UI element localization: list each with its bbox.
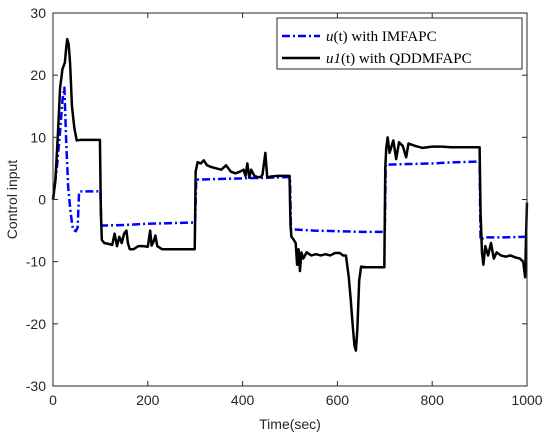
x-tick-label: 800 bbox=[421, 392, 445, 408]
x-tick-label: 0 bbox=[49, 392, 57, 408]
series-layer bbox=[51, 37, 529, 352]
legend-arg-imfapc: (t) bbox=[334, 29, 348, 45]
y-tick-label: 30 bbox=[30, 5, 46, 21]
y-tick-label: 10 bbox=[30, 129, 46, 145]
x-tick-label: 400 bbox=[231, 392, 255, 408]
ticks-layer: 0 200 400 600 800 1000 -30 -20 -10 0 10 20 30 bbox=[26, 5, 543, 408]
legend-fn-qddmfapc: u1 bbox=[326, 51, 341, 67]
legend-arg-qddmfapc: (t) bbox=[341, 51, 355, 67]
legend-fn-imfapc: u bbox=[326, 29, 334, 45]
x-tick-label: 200 bbox=[136, 392, 160, 408]
x-tick-label: 600 bbox=[326, 392, 350, 408]
x-axis-title: Time(sec) bbox=[259, 416, 321, 432]
legend-box bbox=[276, 17, 523, 70]
y-tick-label: 20 bbox=[30, 67, 46, 83]
y-tick-label: -30 bbox=[26, 378, 46, 394]
series-line-imfapc bbox=[51, 86, 527, 242]
y-tick-label: -10 bbox=[26, 254, 46, 270]
legend-label-imfapc: u(t) with IMFAPC bbox=[326, 29, 437, 45]
legend: u(t) with IMFAPC u1(t) with QDDMFAPC bbox=[276, 17, 523, 70]
y-tick-label: -20 bbox=[26, 316, 46, 332]
legend-suffix-qddmfapc: with QDDMFAPC bbox=[355, 51, 471, 67]
y-axis-title: Control input bbox=[4, 160, 20, 239]
x-tick-label: 1000 bbox=[511, 392, 542, 408]
legend-suffix-imfapc: with IMFAPC bbox=[348, 29, 437, 45]
y-tick-label: 0 bbox=[38, 192, 46, 208]
legend-label-qddmfapc: u1(t) with QDDMFAPC bbox=[326, 51, 472, 67]
series-line-qddmfapc bbox=[51, 37, 529, 352]
